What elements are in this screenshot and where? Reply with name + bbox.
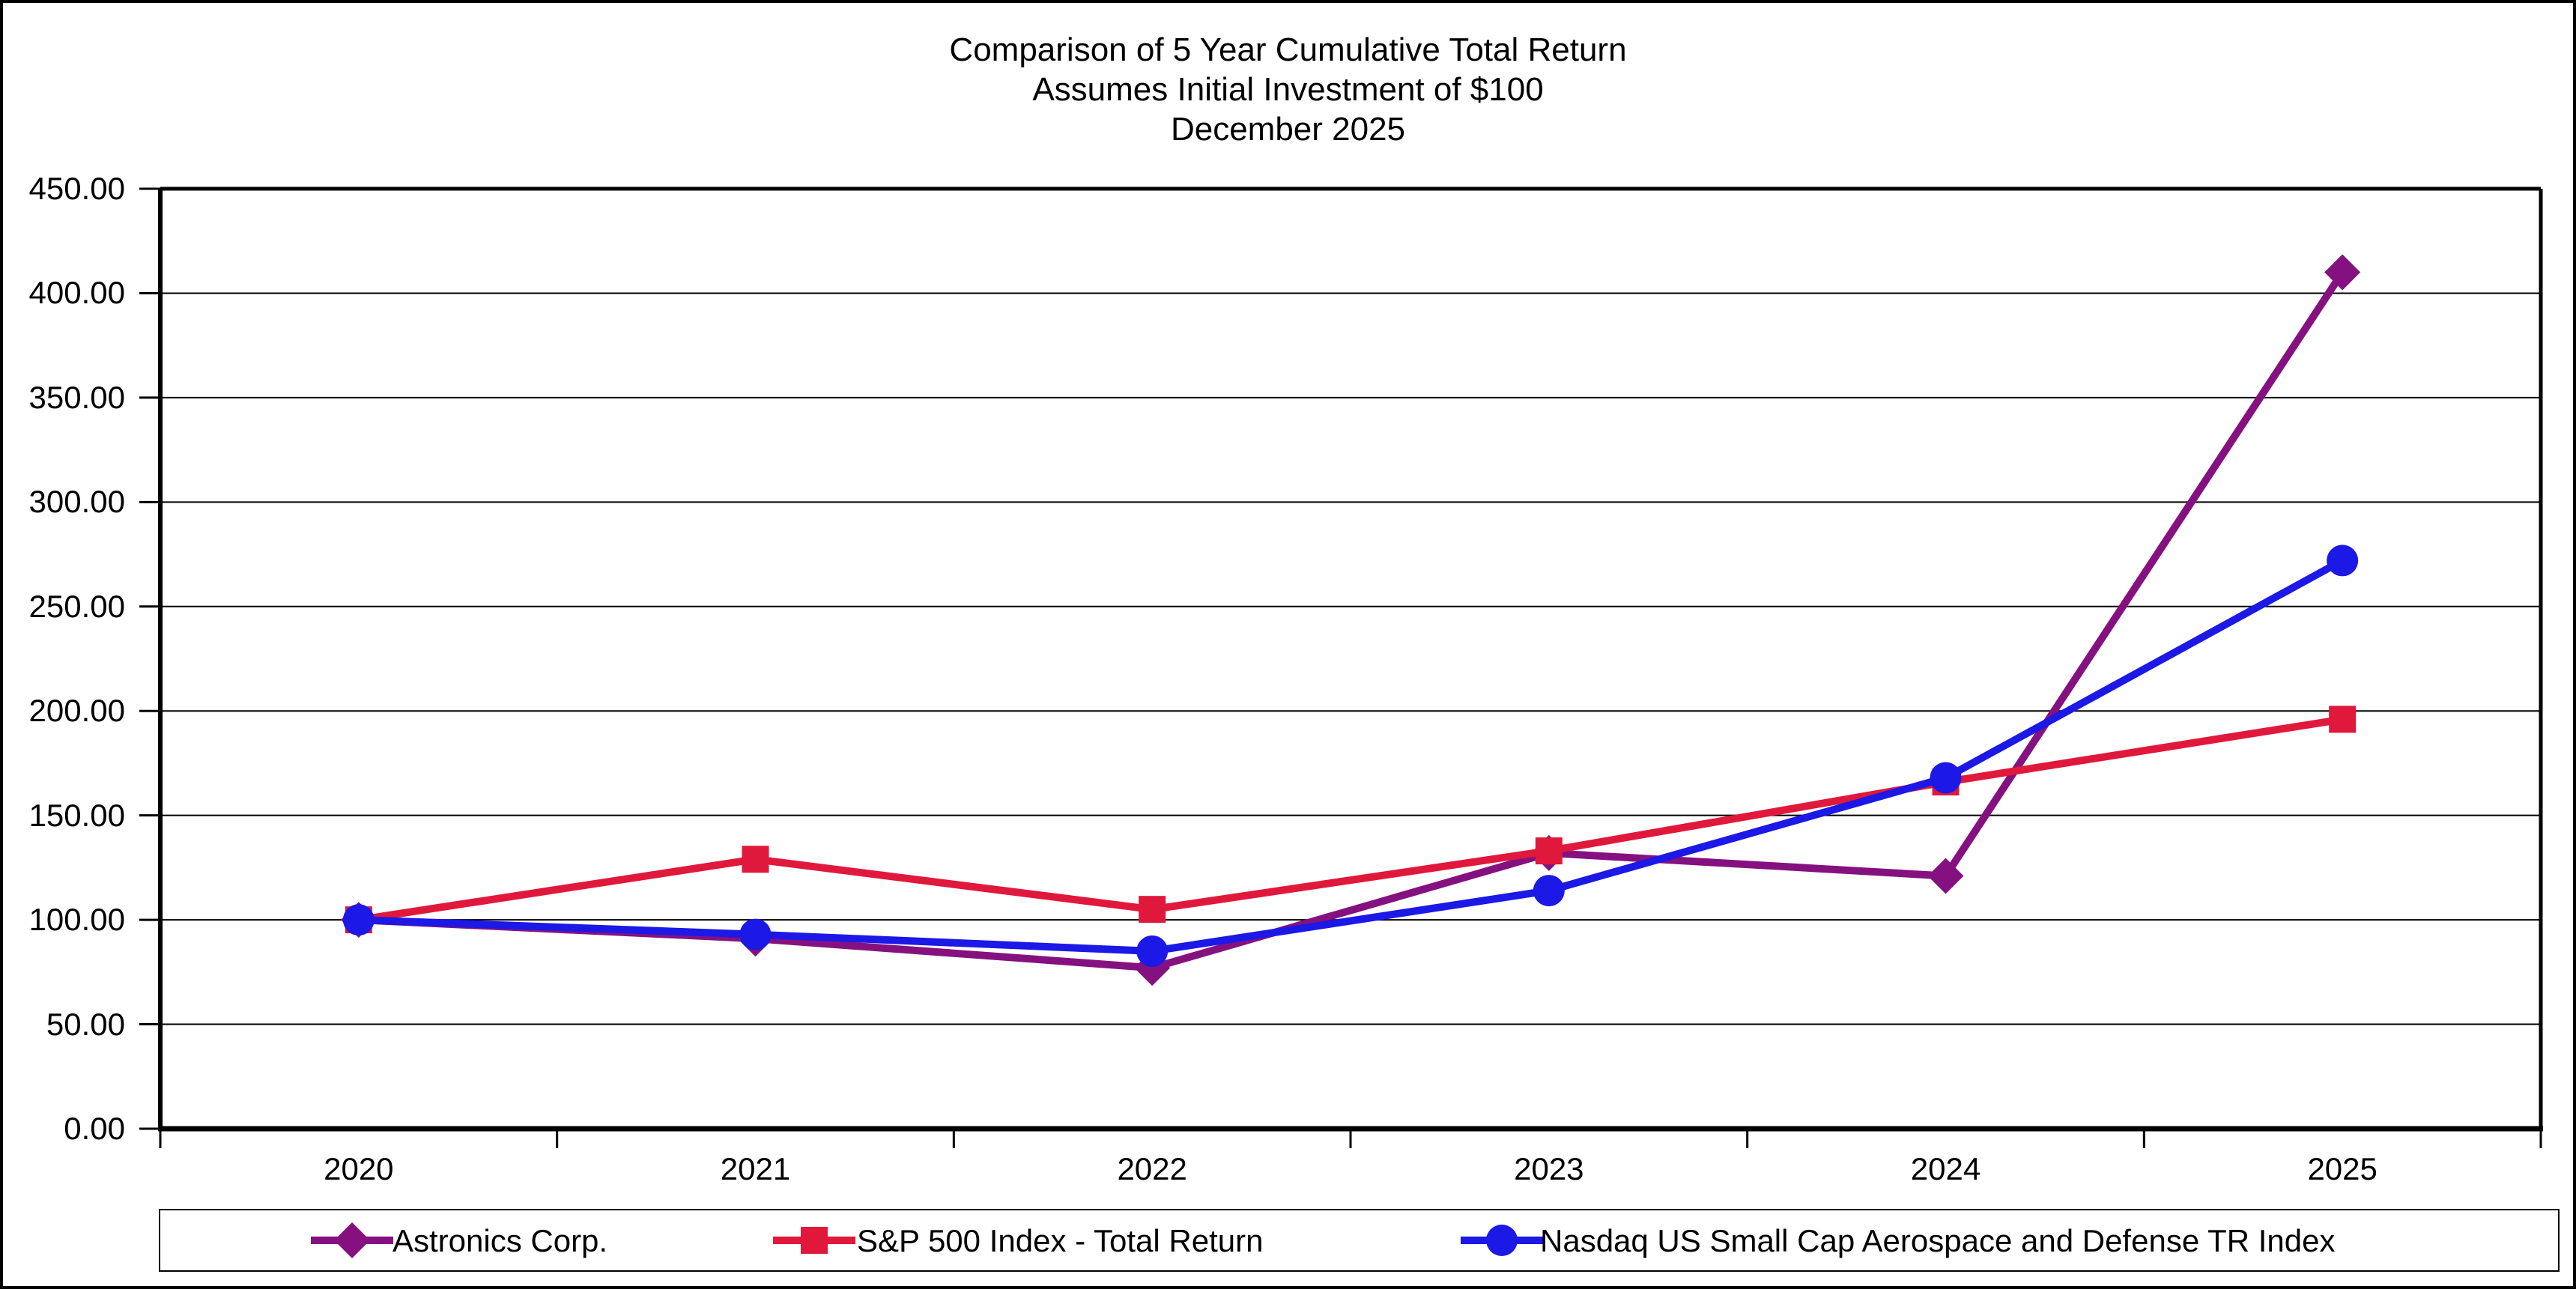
series-nasdaq-us-small-cap-aerospace-and-defense-tr-index bbox=[342, 545, 2359, 967]
legend-label: S&P 500 Index - Total Return bbox=[857, 1223, 1264, 1258]
chart-title: Comparison of 5 Year Cumulative Total Re… bbox=[3, 30, 2573, 149]
y-axis-label: 450.00 bbox=[28, 171, 125, 206]
circle-marker-icon bbox=[2327, 545, 2359, 577]
square-marker-icon bbox=[742, 846, 769, 873]
x-axis-label: 2023 bbox=[1514, 1151, 1584, 1186]
chart-title-line-1: Comparison of 5 Year Cumulative Total Re… bbox=[949, 31, 1627, 68]
y-axis-label: 150.00 bbox=[28, 797, 125, 833]
y-axis-label: 50.00 bbox=[46, 1006, 125, 1042]
legend bbox=[159, 1209, 2560, 1272]
circle-marker-icon bbox=[1930, 762, 1962, 794]
series-line bbox=[358, 557, 2345, 955]
series-s-p-500-index-total-return bbox=[345, 706, 2357, 934]
legend-marker-diamond-icon bbox=[311, 1222, 393, 1258]
y-axis-label: 250.00 bbox=[28, 588, 125, 624]
y-axis-label: 0.00 bbox=[64, 1111, 125, 1146]
x-axis-label: 2022 bbox=[1117, 1151, 1187, 1186]
x-axis-label: 2024 bbox=[1910, 1151, 1981, 1186]
circle-marker-icon bbox=[1533, 875, 1565, 907]
series-line bbox=[358, 715, 2343, 924]
y-axis-label: 300.00 bbox=[28, 484, 125, 520]
square-marker-icon bbox=[801, 1227, 828, 1254]
chart-title-line-2: Assumes Initial Investment of $100 bbox=[1032, 71, 1544, 108]
square-marker-icon bbox=[1139, 896, 1166, 923]
circle-marker-icon bbox=[1486, 1225, 1518, 1256]
diamond-marker-icon bbox=[1927, 858, 1964, 894]
diamond-marker-icon bbox=[2324, 254, 2361, 291]
y-axis-label: 200.00 bbox=[28, 693, 125, 729]
legend-marker-square-icon bbox=[773, 1227, 855, 1254]
legend-marker-circle-icon bbox=[1461, 1225, 1543, 1256]
circle-marker-icon bbox=[1136, 935, 1169, 967]
circle-marker-icon bbox=[342, 904, 375, 936]
y-axis-label: 100.00 bbox=[28, 902, 125, 938]
square-marker-icon bbox=[2329, 706, 2357, 733]
chart-canvas bbox=[139, 186, 2543, 1148]
x-axis-label: 2025 bbox=[2307, 1151, 2378, 1186]
chart-title-line-3: December 2025 bbox=[1170, 111, 1406, 148]
x-axis-label: 2020 bbox=[324, 1151, 394, 1186]
series-line bbox=[358, 270, 2346, 972]
legend-label: Astronics Corp. bbox=[393, 1223, 608, 1258]
diamond-marker-icon bbox=[334, 1222, 370, 1258]
y-axis-label: 400.00 bbox=[28, 275, 125, 311]
x-axis-label: 2021 bbox=[720, 1151, 791, 1186]
y-axis-label: 350.00 bbox=[28, 379, 125, 415]
legend-label: Nasdaq US Small Cap Aerospace and Defens… bbox=[1540, 1223, 2336, 1258]
square-marker-icon bbox=[1535, 837, 1563, 865]
circle-marker-icon bbox=[739, 918, 772, 950]
